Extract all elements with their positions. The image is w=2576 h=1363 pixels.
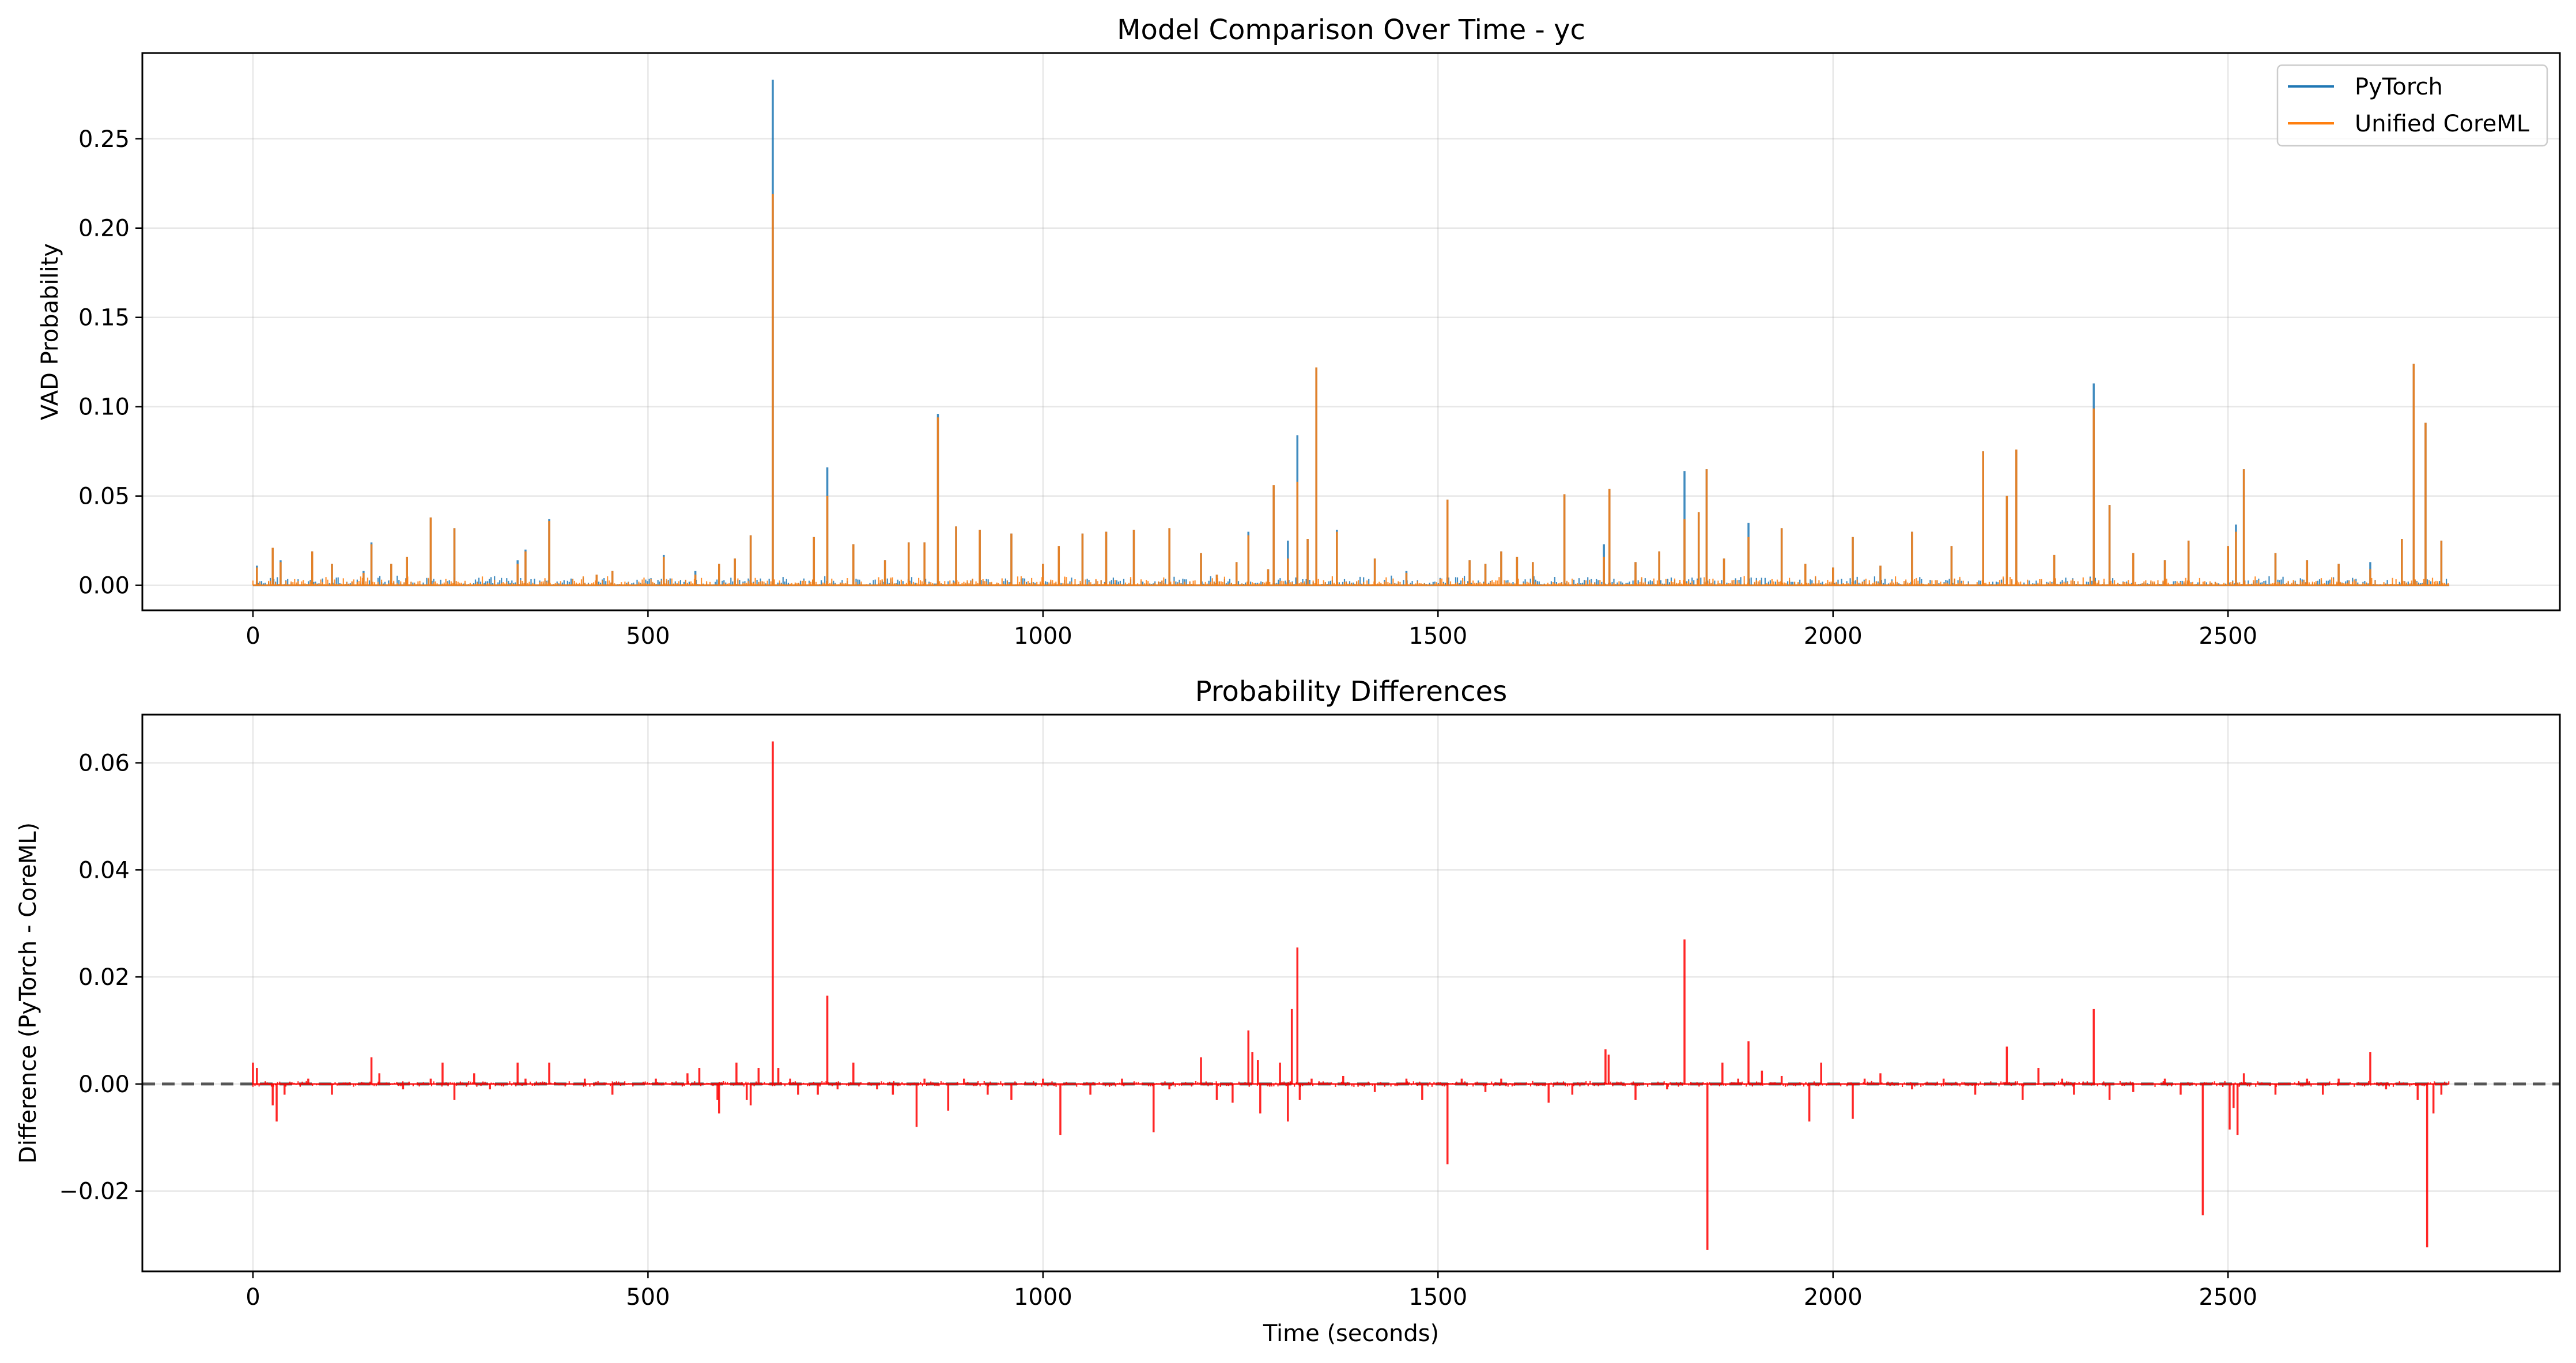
top-chart-ylabel: VAD Probability [37, 243, 63, 420]
top-chart-frame [141, 52, 2561, 611]
x-tick-label: 1500 [1408, 1284, 1467, 1311]
bottom-chart-xlabel: Time (seconds) [1263, 1320, 1439, 1347]
x-tick-label: 2000 [1804, 623, 1863, 650]
series-baseline-noise [252, 576, 2449, 586]
y-tick-label: 0.06 [78, 750, 130, 777]
x-tick-label: 0 [245, 623, 260, 650]
series-baseline-noise [254, 575, 2449, 586]
y-tick-label: 0.00 [78, 573, 130, 599]
top-chart-title: Model Comparison Over Time - yc [1117, 14, 1585, 46]
bottom-chart-frame [141, 713, 2561, 1273]
bottom-chart-title: Probability Differences [1195, 675, 1507, 708]
x-tick-label: 1000 [1014, 1284, 1072, 1311]
x-tick-label: 0 [245, 1284, 260, 1311]
y-tick-label: 0.05 [78, 484, 130, 510]
y-tick-label: 0.20 [78, 216, 130, 242]
y-tick-label: 0.10 [78, 394, 130, 421]
top-chart: 0 500 1000 1500 2000 2500 0.00 0.05 0.10 0.15 0.20… [37, 14, 2561, 650]
y-tick-label: −0.02 [59, 1179, 130, 1205]
x-tick-label: 2500 [2199, 1284, 2257, 1311]
legend: PyTorch Unified CoreML [2276, 64, 2548, 147]
y-tick-label: 0.04 [78, 857, 130, 884]
x-tick-label: 500 [626, 623, 670, 650]
legend-coreml-label: Unified CoreML [2355, 111, 2530, 137]
y-tick-label: 0.02 [78, 964, 130, 991]
legend-pytorch-label: PyTorch [2355, 74, 2443, 100]
y-tick-label: 0.25 [78, 126, 130, 153]
bottom-chart-ylabel: Difference (PyTorch - CoreML) [15, 822, 41, 1164]
y-tick-label: 0.00 [78, 1071, 130, 1098]
series-pytorch [252, 80, 2450, 587]
x-tick-label: 2000 [1804, 1284, 1863, 1311]
x-tick-label: 500 [626, 1284, 670, 1311]
x-tick-label: 1000 [1014, 623, 1072, 650]
x-tick-label: 2500 [2199, 623, 2257, 650]
series-difference [252, 741, 2450, 1250]
legend-box [2276, 64, 2548, 147]
series-unified-coreml [252, 194, 2450, 587]
x-tick-label: 1500 [1408, 623, 1467, 650]
y-tick-label: 0.15 [78, 305, 130, 331]
bottom-chart: 0 500 1000 1500 2000 2500 −0.02 0.00 0.02 0.04 0.0… [15, 675, 2561, 1347]
